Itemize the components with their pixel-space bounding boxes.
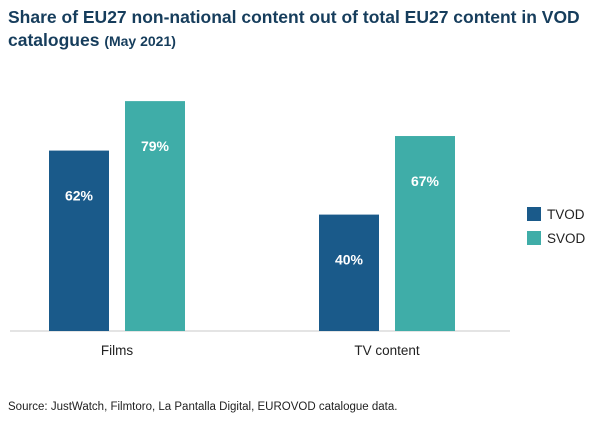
legend: TVOD SVOD xyxy=(527,202,585,250)
data-label-svod-films: 79% xyxy=(141,138,170,154)
bar-svod-films xyxy=(125,101,185,331)
data-label-svod-tv-content: 67% xyxy=(411,173,440,189)
bar-tvod-tv-content xyxy=(319,214,379,331)
bar-svod-tv-content xyxy=(395,136,455,331)
data-label-tvod-tv-content: 40% xyxy=(335,252,364,268)
legend-item-svod: SVOD xyxy=(527,226,585,250)
legend-swatch-tvod xyxy=(527,207,541,221)
legend-item-tvod: TVOD xyxy=(527,202,585,226)
legend-label-svod: SVOD xyxy=(547,230,586,246)
chart-title-main: Share of EU27 non-national content out o… xyxy=(8,7,580,50)
x-tick-label-tv-content: TV content xyxy=(354,343,420,358)
source-note: Source: JustWatch, Filmtoro, La Pantalla… xyxy=(8,401,398,413)
data-label-tvod-films: 62% xyxy=(65,188,94,204)
legend-label-tvod: TVOD xyxy=(547,206,585,222)
legend-swatch-svod xyxy=(527,231,541,245)
chart-subtitle: (May 2021) xyxy=(104,33,176,49)
bar-tvod-films xyxy=(49,150,109,331)
x-tick-label-films: Films xyxy=(101,343,133,358)
chart-title: Share of EU27 non-national content out o… xyxy=(8,6,588,53)
